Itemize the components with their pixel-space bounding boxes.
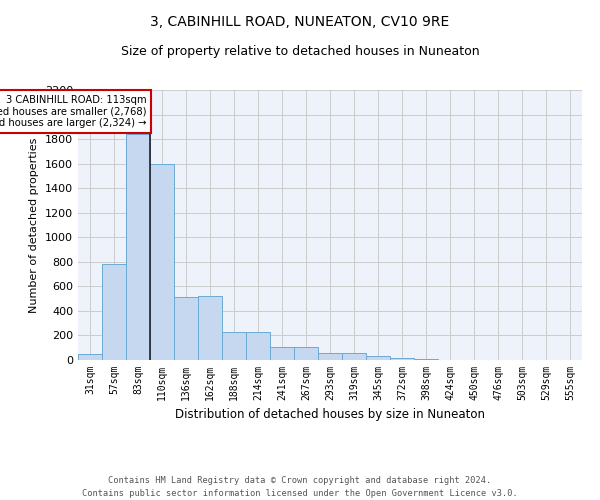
Bar [318, 353, 342, 360]
Bar [390, 358, 414, 360]
Bar [342, 353, 366, 360]
Bar [126, 134, 150, 360]
Y-axis label: Number of detached properties: Number of detached properties [29, 138, 40, 312]
Bar [78, 354, 102, 360]
Text: Contains HM Land Registry data © Crown copyright and database right 2024.
Contai: Contains HM Land Registry data © Crown c… [82, 476, 518, 498]
Text: Size of property relative to detached houses in Nuneaton: Size of property relative to detached ho… [121, 45, 479, 58]
Text: 3 CABINHILL ROAD: 113sqm
← 53% of detached houses are smaller (2,768)
45% of sem: 3 CABINHILL ROAD: 113sqm ← 53% of detach… [0, 95, 146, 128]
Bar [246, 332, 270, 360]
Text: 3, CABINHILL ROAD, NUNEATON, CV10 9RE: 3, CABINHILL ROAD, NUNEATON, CV10 9RE [151, 15, 449, 29]
Bar [366, 356, 390, 360]
Bar [174, 298, 198, 360]
Bar [222, 332, 246, 360]
Bar [102, 264, 126, 360]
Bar [270, 347, 294, 360]
Bar [198, 296, 222, 360]
X-axis label: Distribution of detached houses by size in Nuneaton: Distribution of detached houses by size … [175, 408, 485, 422]
Bar [150, 164, 174, 360]
Bar [294, 347, 318, 360]
